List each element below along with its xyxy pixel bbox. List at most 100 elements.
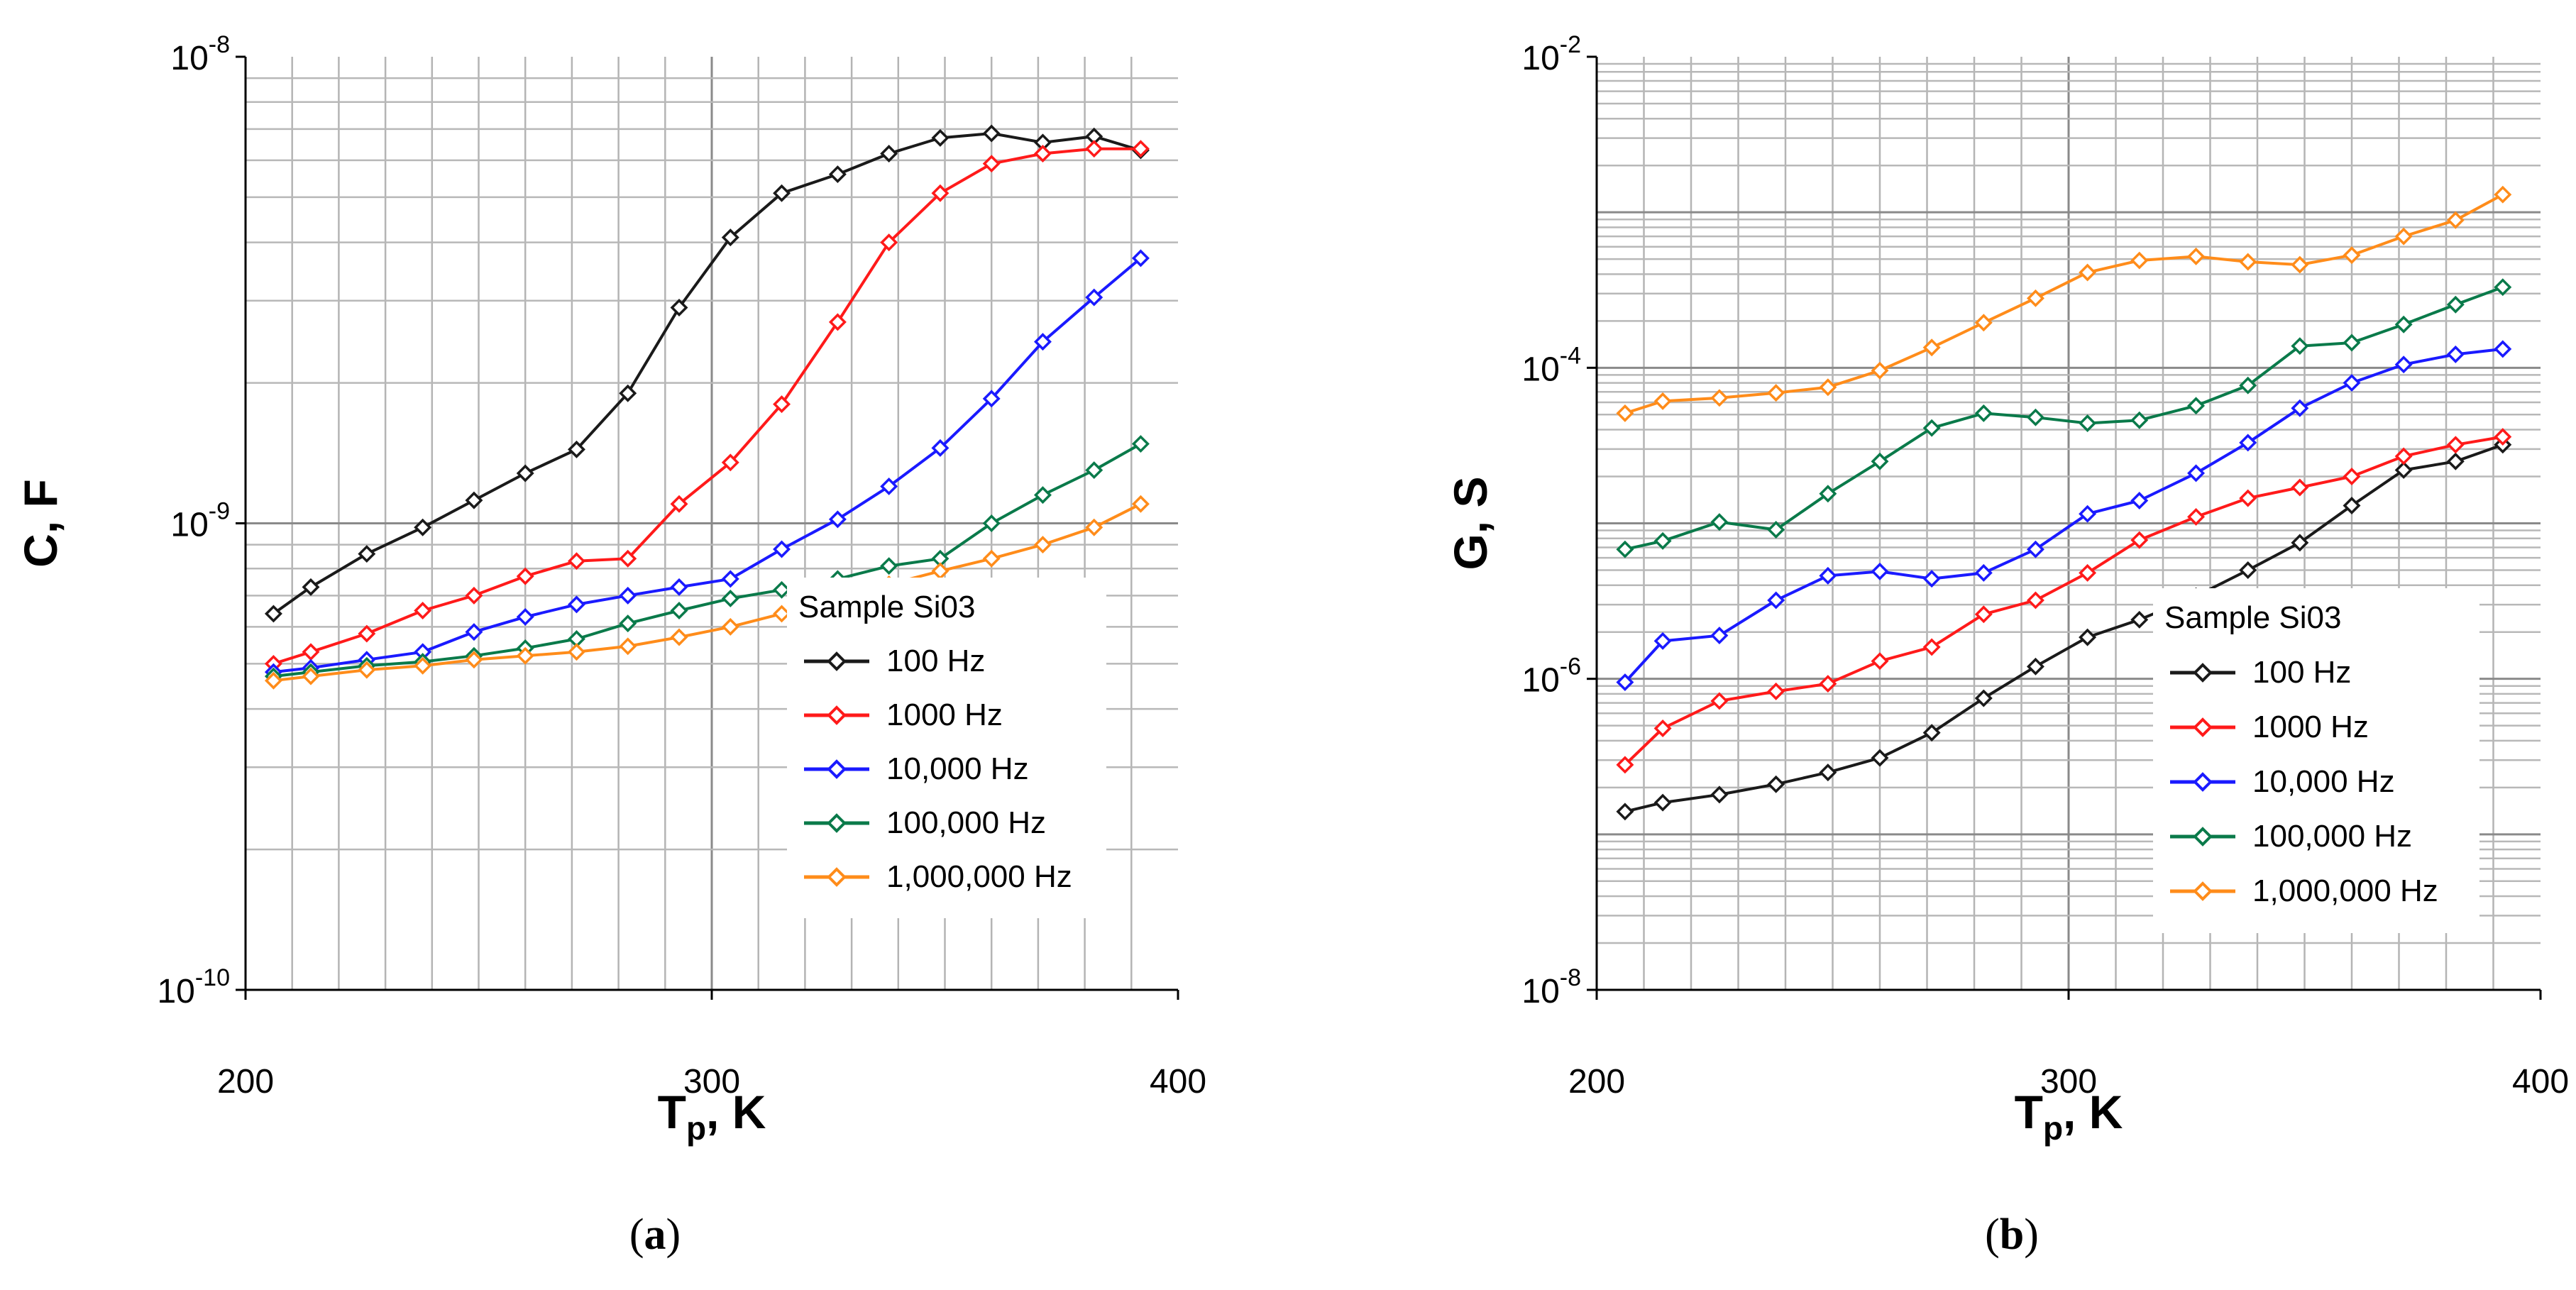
data-point bbox=[721, 617, 739, 636]
data-point bbox=[2291, 534, 2309, 552]
data-point bbox=[2079, 563, 2097, 582]
legend-swatch-marker bbox=[2193, 663, 2213, 683]
data-point bbox=[2291, 337, 2309, 355]
data-point bbox=[1033, 145, 1052, 162]
data-point bbox=[516, 464, 534, 483]
legend-swatch-marker bbox=[827, 867, 847, 887]
data-point bbox=[880, 233, 898, 252]
panel-label: (a) bbox=[629, 1211, 681, 1259]
data-point bbox=[2130, 531, 2149, 549]
series-line-4 bbox=[1624, 193, 2504, 415]
data-point bbox=[828, 165, 847, 184]
data-point bbox=[2187, 507, 2206, 526]
data-point bbox=[1819, 485, 1837, 503]
chart-panel-a: 10-10 10-9 10-8 200 300 400 Tp, K C, F (a) Sample… bbox=[14, 31, 1206, 1259]
data-point bbox=[358, 545, 376, 563]
data-point bbox=[2026, 289, 2044, 307]
data-point bbox=[670, 628, 688, 646]
data-point bbox=[2079, 505, 2097, 523]
data-point bbox=[358, 624, 376, 643]
legend: Sample Si03 100 Hz 1000 Hz 10,000 Hz 100,000… bbox=[2153, 588, 2479, 933]
data-point bbox=[358, 661, 376, 679]
data-point bbox=[2494, 340, 2512, 358]
data-point bbox=[2394, 461, 2413, 479]
data-point bbox=[1767, 682, 1785, 700]
data-point bbox=[721, 589, 739, 607]
data-point bbox=[465, 651, 483, 669]
data-point bbox=[2130, 491, 2149, 509]
data-point bbox=[982, 124, 1001, 143]
x-tick-label: 400 bbox=[2512, 1063, 2569, 1101]
data-point bbox=[773, 395, 791, 414]
x-tick-label: 200 bbox=[217, 1063, 274, 1101]
data-point bbox=[773, 184, 791, 202]
data-point bbox=[2494, 278, 2512, 297]
data-point bbox=[2446, 436, 2465, 454]
data-point bbox=[1131, 249, 1150, 268]
data-point bbox=[1085, 140, 1103, 158]
data-point bbox=[1819, 763, 1837, 782]
legend-swatch-marker bbox=[827, 813, 847, 833]
data-point bbox=[1819, 566, 1837, 585]
data-point bbox=[302, 643, 320, 661]
data-point bbox=[2394, 315, 2413, 333]
series-line-2 bbox=[273, 257, 1142, 674]
data-point bbox=[1819, 378, 1837, 397]
data-point bbox=[567, 552, 585, 570]
legend-swatch-marker bbox=[2193, 881, 2213, 901]
series-line-3 bbox=[273, 442, 1142, 678]
x-tick-label: 300 bbox=[683, 1063, 740, 1101]
legend-item-label: 1000 Hz bbox=[886, 698, 1003, 732]
data-point bbox=[1819, 675, 1837, 693]
data-point bbox=[1871, 652, 1889, 671]
data-point bbox=[1653, 632, 1672, 650]
y-tick-label: 10-9 bbox=[170, 498, 230, 544]
data-point bbox=[1710, 627, 1729, 645]
data-point bbox=[1616, 673, 1634, 692]
data-point bbox=[516, 607, 534, 626]
data-point bbox=[2026, 657, 2044, 676]
data-point bbox=[2494, 428, 2512, 446]
legend-background bbox=[2153, 588, 2479, 933]
data-point bbox=[670, 495, 688, 513]
data-point bbox=[2343, 246, 2361, 265]
y-tick-label: 10-8 bbox=[170, 31, 230, 77]
data-point bbox=[828, 313, 847, 331]
grid bbox=[1597, 57, 2541, 990]
data-point bbox=[2343, 333, 2361, 352]
data-point bbox=[414, 602, 432, 619]
y-tick-label: 10-2 bbox=[1521, 31, 1581, 77]
legend-swatch-marker bbox=[2193, 772, 2213, 792]
y-axis-label: G, S bbox=[1444, 476, 1497, 570]
series-group bbox=[1616, 185, 2512, 821]
data-point bbox=[1131, 140, 1150, 158]
data-point bbox=[1616, 540, 1634, 558]
data-point bbox=[880, 477, 898, 495]
data-point bbox=[1653, 392, 1672, 410]
legend: Sample Si03 100 Hz 1000 Hz 10,000 Hz 100,000… bbox=[787, 578, 1106, 918]
data-point bbox=[2130, 251, 2149, 270]
data-point bbox=[2494, 185, 2512, 204]
series-group bbox=[264, 124, 1150, 690]
series-line-2 bbox=[1624, 347, 2504, 683]
data-point bbox=[302, 578, 320, 596]
legend-item-label: 100 Hz bbox=[886, 644, 985, 678]
data-point bbox=[1033, 333, 1052, 351]
data-point bbox=[2239, 561, 2257, 579]
data-point bbox=[1974, 563, 1993, 582]
data-point bbox=[1871, 361, 1889, 380]
legend-item-label: 100,000 Hz bbox=[2252, 819, 2412, 854]
data-point bbox=[1922, 724, 1941, 742]
data-point bbox=[1085, 461, 1103, 480]
x-tick-label: 400 bbox=[1150, 1063, 1206, 1101]
data-point bbox=[2187, 247, 2206, 265]
legend-item-label: 100,000 Hz bbox=[886, 805, 1046, 840]
data-point bbox=[1974, 314, 1993, 332]
data-point bbox=[2079, 263, 2097, 282]
y-axis-label: C, F bbox=[14, 479, 67, 568]
data-point bbox=[880, 145, 898, 162]
data-point bbox=[2239, 253, 2257, 271]
data-point bbox=[1767, 521, 1785, 539]
data-point bbox=[2394, 355, 2413, 374]
data-point bbox=[2394, 227, 2413, 246]
